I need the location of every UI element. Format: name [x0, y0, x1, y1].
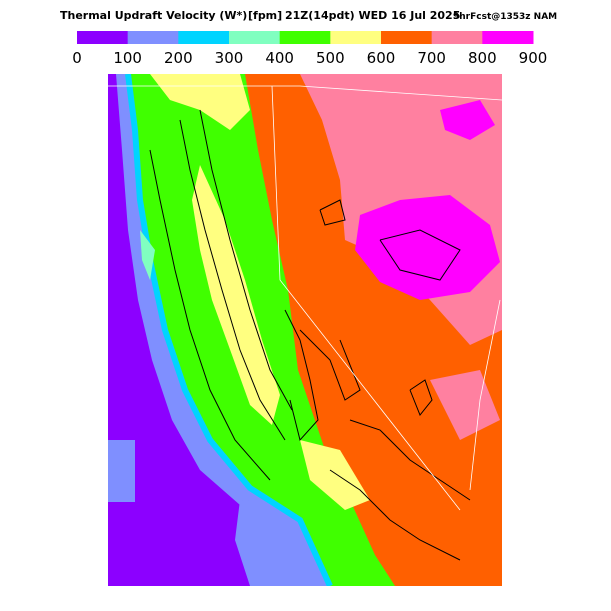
legend-label: 100: [113, 49, 142, 67]
legend-label: 800: [468, 49, 497, 67]
contour: [149, 149, 271, 481]
legend-label: 900: [519, 49, 548, 67]
legend-label: 0: [72, 49, 82, 67]
legend-swatch: [431, 31, 483, 44]
units: [fpm]: [248, 9, 282, 22]
contour: [379, 229, 461, 281]
title: Thermal Updraft Velocity (W*): [60, 9, 247, 22]
upland: [150, 74, 250, 130]
contour: [319, 199, 346, 226]
legend-label: 600: [367, 49, 396, 67]
color-scale: 0 100 200 300 400 500 600 700 800 900: [72, 31, 547, 67]
offshore-patch: [235, 500, 330, 586]
valid-time: 21Z(14pdt) WED 16 Jul 2025: [285, 9, 460, 22]
legend-swatch: [127, 31, 179, 44]
contour: [409, 379, 433, 416]
coast-patch: [140, 230, 155, 280]
coast-band: [125, 74, 333, 586]
peak: [440, 100, 495, 140]
state-border: [469, 299, 501, 491]
legend-swatch: [482, 31, 534, 44]
highland: [300, 440, 370, 510]
state-border: [108, 85, 502, 101]
legend-swatch: [77, 31, 129, 44]
legend-swatch: [178, 31, 230, 44]
legend-label: 400: [265, 49, 294, 67]
contour: [199, 109, 293, 411]
contour: [349, 419, 471, 501]
map: [108, 74, 502, 586]
legend-swatch: [330, 31, 382, 44]
peak: [355, 195, 500, 300]
contour: [179, 119, 286, 441]
offshore-patch: [108, 440, 135, 502]
legend-label: 700: [417, 49, 446, 67]
legend-label: 500: [316, 49, 345, 67]
contour: [284, 309, 319, 442]
forecast-info: 9hrFcst@1353z NAM: [453, 12, 557, 22]
state-border: [271, 85, 461, 511]
legend-swatch: [279, 31, 331, 44]
legend-label: 300: [215, 49, 244, 67]
offshore-band: [116, 74, 330, 586]
legend-swatch: [381, 31, 433, 44]
legend-label: 200: [164, 49, 193, 67]
valley: [192, 165, 280, 425]
legend-swatch: [229, 31, 281, 44]
contour: [329, 469, 461, 561]
